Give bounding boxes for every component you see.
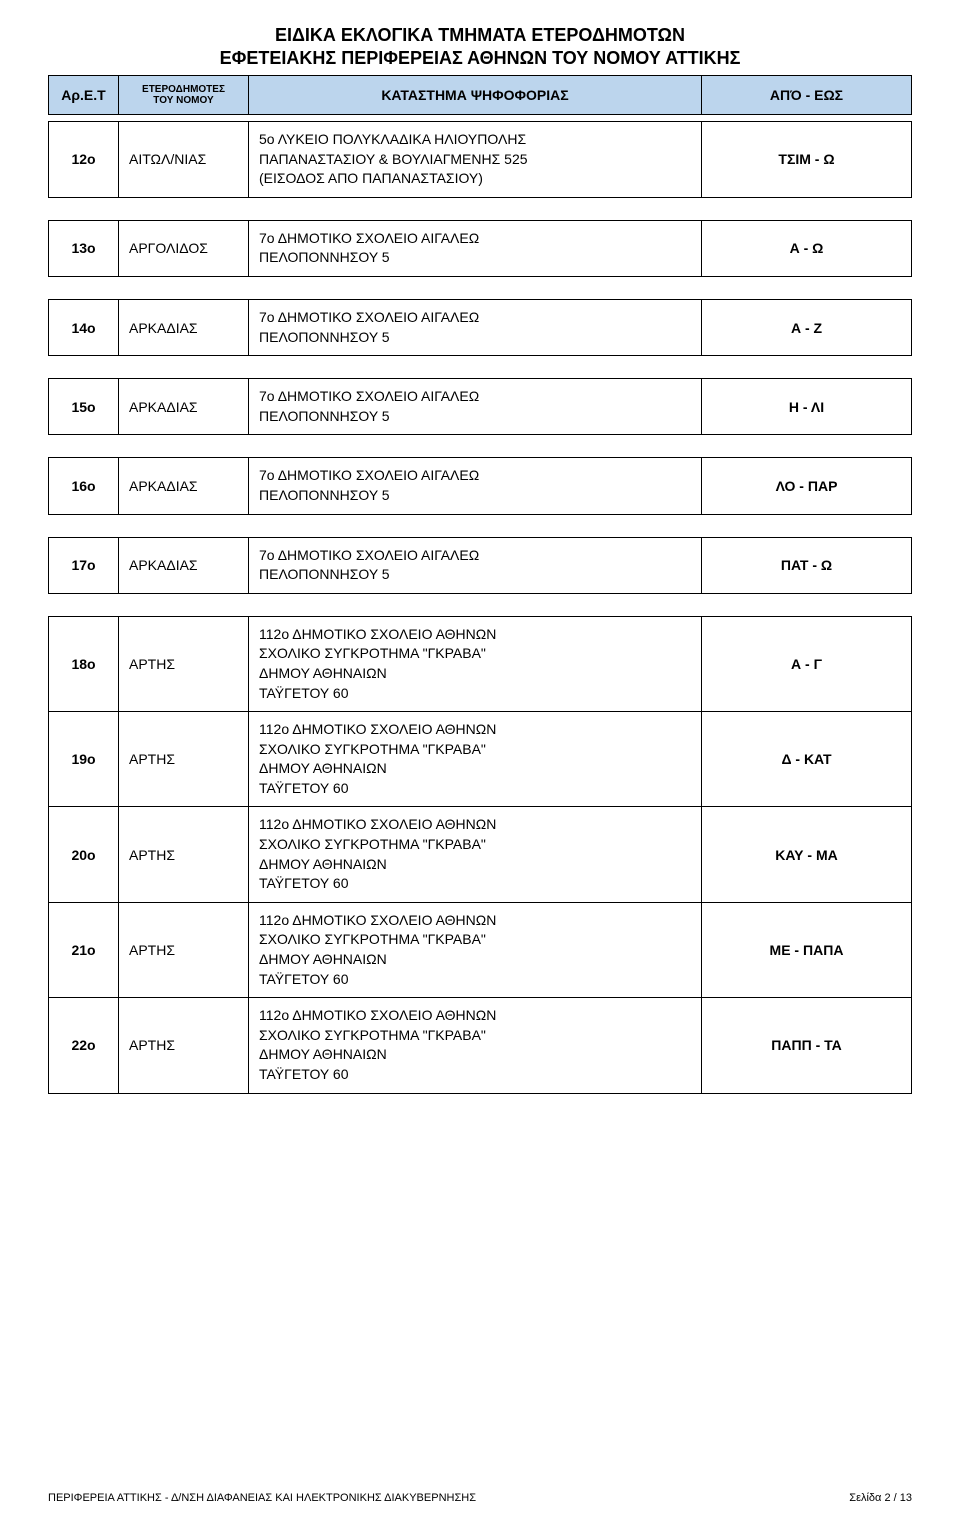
cell-range: ΜΕ - ΠΑΠΑ xyxy=(702,902,912,997)
cell-venue: 112ο ΔΗΜΟΤΙΚΟ ΣΧΟΛΕΙΟ ΑΘΗΝΩΝΣΧΟΛΙΚΟ ΣΥΓΚ… xyxy=(249,807,702,902)
table-row: 19οΑΡΤΗΣ112ο ΔΗΜΟΤΙΚΟ ΣΧΟΛΕΙΟ ΑΘΗΝΩΝΣΧΟΛ… xyxy=(49,712,912,807)
cell-venue: 112ο ΔΗΜΟΤΙΚΟ ΣΧΟΛΕΙΟ ΑΘΗΝΩΝΣΧΟΛΙΚΟ ΣΥΓΚ… xyxy=(249,616,702,711)
cell-venue: 7ο ΔΗΜΟΤΙΚΟ ΣΧΟΛΕΙΟ ΑΙΓΑΛΕΩΠΕΛΟΠΟΝΝΗΣΟΥ … xyxy=(249,458,702,514)
cell-nomos: ΑΡΤΗΣ xyxy=(119,712,249,807)
footer-left: ΠΕΡΙΦΕΡΕΙΑ ΑΤΤΙΚΗΣ - Δ/ΝΣΗ ΔΙΑΦΑΝΕΙΑΣ ΚΑ… xyxy=(48,1492,476,1504)
cell-number: 19ο xyxy=(49,712,119,807)
table-row: 20οΑΡΤΗΣ112ο ΔΗΜΟΤΙΚΟ ΣΧΟΛΕΙΟ ΑΘΗΝΩΝΣΧΟΛ… xyxy=(49,807,912,902)
cell-number: 12ο xyxy=(49,122,119,198)
cell-venue: 7ο ΔΗΜΟΤΙΚΟ ΣΧΟΛΕΙΟ ΑΙΓΑΛΕΩΠΕΛΟΠΟΝΝΗΣΟΥ … xyxy=(249,299,702,355)
th-venue: ΚΑΤΑΣΤΗΜΑ ΨΗΦΟΦΟΡΙΑΣ xyxy=(249,76,702,115)
cell-range: ΚΑΥ - ΜΑ xyxy=(702,807,912,902)
cell-range: ΤΣΙΜ - Ω xyxy=(702,122,912,198)
cell-number: 14ο xyxy=(49,299,119,355)
table-row: 18οΑΡΤΗΣ112ο ΔΗΜΟΤΙΚΟ ΣΧΟΛΕΙΟ ΑΘΗΝΩΝΣΧΟΛ… xyxy=(49,616,912,711)
cell-venue: 112ο ΔΗΜΟΤΙΚΟ ΣΧΟΛΕΙΟ ΑΘΗΝΩΝΣΧΟΛΙΚΟ ΣΥΓΚ… xyxy=(249,902,702,997)
row-spacer xyxy=(49,356,912,379)
th-number: Αρ.Ε.Τ xyxy=(49,76,119,115)
cell-nomos: ΑΡΓΟΛΙΔΟΣ xyxy=(119,220,249,276)
table-row: 13οΑΡΓΟΛΙΔΟΣ7ο ΔΗΜΟΤΙΚΟ ΣΧΟΛΕΙΟ ΑΙΓΑΛΕΩΠ… xyxy=(49,220,912,276)
row-spacer xyxy=(49,593,912,616)
cell-venue: 7ο ΔΗΜΟΤΙΚΟ ΣΧΟΛΕΙΟ ΑΙΓΑΛΕΩΠΕΛΟΠΟΝΝΗΣΟΥ … xyxy=(249,220,702,276)
cell-venue: 7ο ΔΗΜΟΤΙΚΟ ΣΧΟΛΕΙΟ ΑΙΓΑΛΕΩΠΕΛΟΠΟΝΝΗΣΟΥ … xyxy=(249,379,702,435)
page: ΕΙΔΙΚΑ ΕΚΛΟΓΙΚΑ ΤΜΗΜΑΤΑ ΕΤΕΡΟΔΗΜΟΤΩΝ ΕΦΕ… xyxy=(0,0,960,1522)
table-row: 15οΑΡΚΑΔΙΑΣ7ο ΔΗΜΟΤΙΚΟ ΣΧΟΛΕΙΟ ΑΙΓΑΛΕΩΠΕ… xyxy=(49,379,912,435)
table-header: Αρ.Ε.Τ ΕΤΕΡΟΔΗΜΟΤΕΣ ΤΟΥ ΝΟΜΟΥ ΚΑΤΑΣΤΗΜΑ … xyxy=(49,76,912,115)
table-row: 14οΑΡΚΑΔΙΑΣ7ο ΔΗΜΟΤΙΚΟ ΣΧΟΛΕΙΟ ΑΙΓΑΛΕΩΠΕ… xyxy=(49,299,912,355)
cell-number: 17ο xyxy=(49,537,119,593)
cell-number: 21ο xyxy=(49,902,119,997)
cell-venue: 7ο ΔΗΜΟΤΙΚΟ ΣΧΟΛΕΙΟ ΑΙΓΑΛΕΩΠΕΛΟΠΟΝΝΗΣΟΥ … xyxy=(249,537,702,593)
cell-range: ΛΟ - ΠΑΡ xyxy=(702,458,912,514)
row-spacer xyxy=(49,514,912,537)
cell-nomos: ΑΡΚΑΔΙΑΣ xyxy=(119,299,249,355)
cell-nomos: ΑΡΚΑΔΙΑΣ xyxy=(119,379,249,435)
row-spacer xyxy=(49,435,912,458)
footer-right: Σελίδα 2 / 13 xyxy=(849,1492,912,1504)
cell-number: 15ο xyxy=(49,379,119,435)
cell-venue: 112ο ΔΗΜΟΤΙΚΟ ΣΧΟΛΕΙΟ ΑΘΗΝΩΝΣΧΟΛΙΚΟ ΣΥΓΚ… xyxy=(249,998,702,1093)
table-body: 12οΑΙΤΩΛ/ΝΙΑΣ5ο ΛΥΚΕΙΟ ΠΟΛΥΚΛΑΔΙΚΑ ΗΛΙΟΥ… xyxy=(49,115,912,1094)
cell-range: ΠΑΠΠ - ΤΑ xyxy=(702,998,912,1093)
cell-nomos: ΑΡΤΗΣ xyxy=(119,998,249,1093)
table-row: 16οΑΡΚΑΔΙΑΣ7ο ΔΗΜΟΤΙΚΟ ΣΧΟΛΕΙΟ ΑΙΓΑΛΕΩΠΕ… xyxy=(49,458,912,514)
row-spacer xyxy=(49,197,912,220)
th-nomos-line1: ΕΤΕΡΟΔΗΜΟΤΕΣ xyxy=(129,84,238,95)
cell-range: Α - Γ xyxy=(702,616,912,711)
sections-table: Αρ.Ε.Τ ΕΤΕΡΟΔΗΜΟΤΕΣ ΤΟΥ ΝΟΜΟΥ ΚΑΤΑΣΤΗΜΑ … xyxy=(48,75,912,1094)
cell-range: ΠΑΤ - Ω xyxy=(702,537,912,593)
cell-number: 20ο xyxy=(49,807,119,902)
row-spacer xyxy=(49,115,912,122)
cell-range: Α - Ζ xyxy=(702,299,912,355)
table-row: 12οΑΙΤΩΛ/ΝΙΑΣ5ο ΛΥΚΕΙΟ ΠΟΛΥΚΛΑΔΙΚΑ ΗΛΙΟΥ… xyxy=(49,122,912,198)
cell-range: Α - Ω xyxy=(702,220,912,276)
document-title: ΕΙΔΙΚΑ ΕΚΛΟΓΙΚΑ ΤΜΗΜΑΤΑ ΕΤΕΡΟΔΗΜΟΤΩΝ ΕΦΕ… xyxy=(48,24,912,69)
th-nomos-line2: ΤΟΥ ΝΟΜΟΥ xyxy=(129,95,238,106)
cell-number: 16ο xyxy=(49,458,119,514)
cell-nomos: ΑΡΤΗΣ xyxy=(119,902,249,997)
th-range: ΑΠΌ - ΕΩΣ xyxy=(702,76,912,115)
cell-nomos: ΑΡΚΑΔΙΑΣ xyxy=(119,537,249,593)
cell-venue: 112ο ΔΗΜΟΤΙΚΟ ΣΧΟΛΕΙΟ ΑΘΗΝΩΝΣΧΟΛΙΚΟ ΣΥΓΚ… xyxy=(249,712,702,807)
cell-range: Δ - ΚΑΤ xyxy=(702,712,912,807)
cell-nomos: ΑΡΤΗΣ xyxy=(119,807,249,902)
title-line-2: ΕΦΕΤΕΙΑΚΗΣ ΠΕΡΙΦΕΡΕΙΑΣ ΑΘΗΝΩΝ ΤΟΥ ΝΟΜΟΥ … xyxy=(48,47,912,70)
cell-nomos: ΑΡΚΑΔΙΑΣ xyxy=(119,458,249,514)
table-row: 22οΑΡΤΗΣ112ο ΔΗΜΟΤΙΚΟ ΣΧΟΛΕΙΟ ΑΘΗΝΩΝΣΧΟΛ… xyxy=(49,998,912,1093)
table-row: 17οΑΡΚΑΔΙΑΣ7ο ΔΗΜΟΤΙΚΟ ΣΧΟΛΕΙΟ ΑΙΓΑΛΕΩΠΕ… xyxy=(49,537,912,593)
th-nomos: ΕΤΕΡΟΔΗΜΟΤΕΣ ΤΟΥ ΝΟΜΟΥ xyxy=(119,76,249,115)
cell-nomos: ΑΡΤΗΣ xyxy=(119,616,249,711)
cell-number: 13ο xyxy=(49,220,119,276)
cell-number: 18ο xyxy=(49,616,119,711)
cell-venue: 5ο ΛΥΚΕΙΟ ΠΟΛΥΚΛΑΔΙΚΑ ΗΛΙΟΥΠΟΛΗΣΠΑΠΑΝΑΣΤ… xyxy=(249,122,702,198)
cell-nomos: ΑΙΤΩΛ/ΝΙΑΣ xyxy=(119,122,249,198)
cell-number: 22ο xyxy=(49,998,119,1093)
table-row: 21οΑΡΤΗΣ112ο ΔΗΜΟΤΙΚΟ ΣΧΟΛΕΙΟ ΑΘΗΝΩΝΣΧΟΛ… xyxy=(49,902,912,997)
cell-range: Η - ΛΙ xyxy=(702,379,912,435)
title-line-1: ΕΙΔΙΚΑ ΕΚΛΟΓΙΚΑ ΤΜΗΜΑΤΑ ΕΤΕΡΟΔΗΜΟΤΩΝ xyxy=(48,24,912,47)
page-footer: ΠΕΡΙΦΕΡΕΙΑ ΑΤΤΙΚΗΣ - Δ/ΝΣΗ ΔΙΑΦΑΝΕΙΑΣ ΚΑ… xyxy=(48,1492,912,1504)
row-spacer xyxy=(49,276,912,299)
